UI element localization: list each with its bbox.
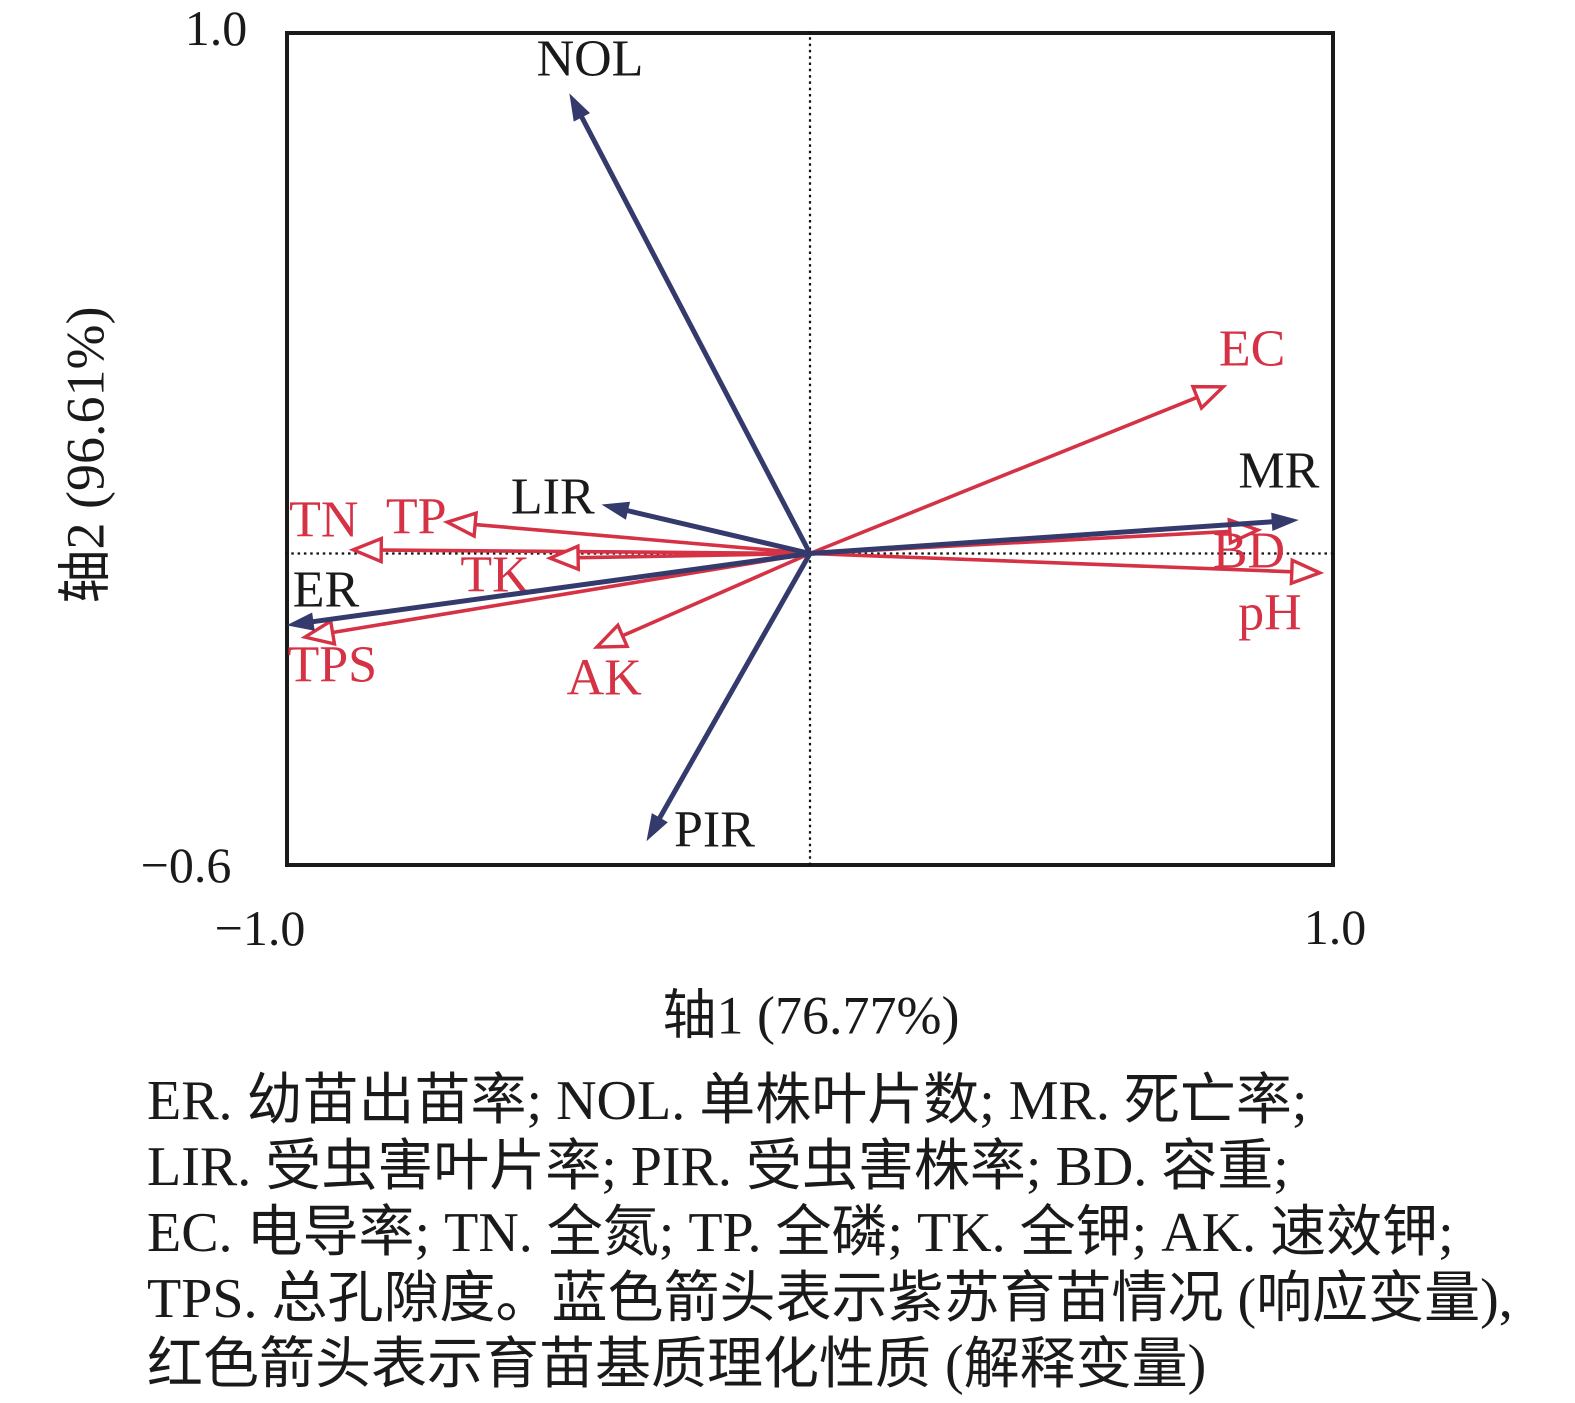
arrow-head-LIR — [601, 501, 631, 520]
arrow-label-TP: TP — [386, 488, 447, 545]
caption-line-3: EC. 电导率; TN. 全氮; TP. 全磷; TK. 全钾; AK. 速效钾… — [147, 1202, 1454, 1264]
arrow-shaft-pH — [809, 551, 1292, 574]
arrow-shaft-PIR — [657, 552, 813, 820]
arrow-head-pH — [1289, 557, 1325, 586]
arrow-shaft-TN — [381, 548, 811, 556]
arrow-label-MR: MR — [1238, 442, 1319, 499]
arrow-head-PIR — [646, 813, 668, 842]
x-axis-label: 轴1 (76.77%) — [662, 985, 960, 1046]
y-axis-label: 轴2 (96.61%) — [55, 306, 116, 604]
arrow-label-LIR: LIR — [511, 469, 595, 526]
y-tick-top: 1.0 — [184, 0, 248, 56]
caption-line-4: TPS. 总孔隙度。蓝色箭头表示紫苏育苗情况 (响应变量), — [147, 1268, 1513, 1330]
caption-line-5: 红色箭头表示育苗基质理化性质 (解释变量) — [147, 1334, 1207, 1396]
caption-line-1: ER. 幼苗出苗率; NOL. 单株叶片数; MR. 死亡率; — [147, 1070, 1308, 1132]
y-tick-bottom: −0.6 — [140, 837, 232, 893]
arrow-head-ER — [286, 612, 315, 631]
arrow-label-ER: ER — [293, 562, 360, 619]
arrow-shaft-TP — [474, 522, 811, 556]
x-tick-left: −1.0 — [214, 900, 306, 956]
arrow-head-TN — [348, 536, 384, 565]
arrow-label-pH: pH — [1238, 585, 1302, 642]
arrow-label-AK: AK — [567, 649, 643, 706]
arrow-label-PIR: PIR — [674, 801, 755, 858]
plot-area: EC BD pH TN TP TK AK TPS NOL LIR ER MR PIR — [285, 31, 1335, 867]
arrow-head-TPS — [300, 618, 337, 647]
caption-line-2: LIR. 受虫害叶片率; PIR. 受虫害株率; BD. 容重; — [147, 1136, 1289, 1198]
arrow-head-EC — [1190, 384, 1228, 411]
arrow-head-NOL — [569, 93, 591, 122]
arrow-shaft-EC — [809, 395, 1198, 556]
arrow-shaft-TK — [578, 551, 811, 560]
arrow-shaft-ER — [312, 551, 811, 625]
arrow-shaft-AK — [621, 551, 811, 638]
arrow-label-TPS: TPS — [287, 636, 377, 693]
arrow-label-TN: TN — [289, 492, 358, 549]
arrow-head-TP — [442, 510, 479, 539]
arrow-shaft-LIR — [626, 508, 811, 556]
x-tick-right: 1.0 — [1303, 899, 1367, 955]
arrow-shaft-MR — [809, 519, 1273, 556]
arrow-head-TK — [545, 543, 581, 572]
arrow-head-MR — [1271, 512, 1299, 531]
figure-caption: ER. 幼苗出苗率; NOL. 单株叶片数; MR. 死亡率; LIR. 受虫害… — [147, 1068, 1567, 1398]
arrow-shaft-NOL — [579, 115, 813, 555]
arrow-label-EC: EC — [1219, 321, 1285, 378]
arrow-head-AK — [592, 622, 630, 649]
arrow-label-NOL: NOL — [537, 31, 644, 88]
